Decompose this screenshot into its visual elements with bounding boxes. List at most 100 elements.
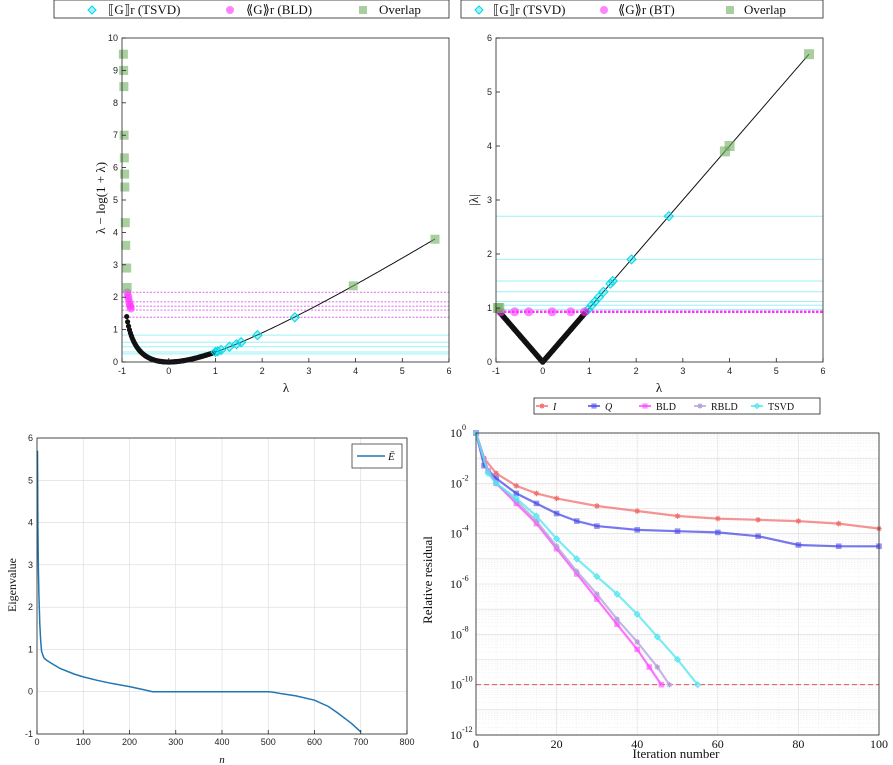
panel-d-point <box>755 517 761 523</box>
panel-d-legend-label: Q <box>605 402 613 413</box>
panel-b-overlap-point <box>724 141 735 151</box>
panel-c-ytick-label: 6 <box>28 433 33 443</box>
panel-a-ylabel: λ − log(1 + λ) <box>93 162 108 234</box>
panel-d-point <box>835 543 842 550</box>
panel-b-xtick-label: 5 <box>774 366 779 376</box>
panel-d-point <box>614 621 620 628</box>
panel-a-ytick-label: 8 <box>113 98 118 108</box>
panel-b-xtick-label: 2 <box>634 366 639 376</box>
panel-d-point <box>715 529 721 536</box>
panel-d-point <box>533 518 540 524</box>
panel-a-overlap-point <box>120 218 130 228</box>
panel-c-ytick-label: 1 <box>28 644 33 654</box>
panel-a-legend-marker <box>87 5 97 15</box>
panel-d-legend-label: RBLD <box>711 402 738 413</box>
panel-d-point <box>614 616 620 623</box>
panel-d-point <box>755 533 761 539</box>
panel-d-ytick-exponent: -4 <box>462 524 469 533</box>
panel-b-legend-label: ⟦G⟧r (TSVD) <box>493 2 565 17</box>
panel-b-xtick-label: -1 <box>492 366 500 376</box>
panel-a-xtick-label: 6 <box>446 366 451 376</box>
panel-a-overlap-point <box>120 182 130 192</box>
panel-a-eigen-point <box>124 313 130 320</box>
panel-b-legend-box <box>460 0 824 19</box>
panel-b-tsvd-point <box>593 291 604 303</box>
panel-d-legend-label: I <box>552 402 557 413</box>
panel-d-point <box>573 518 580 524</box>
panel-d-legend: I Q BLD RBLD TSVD <box>536 402 794 413</box>
panel-a-overlap-point <box>119 153 129 163</box>
panel-d-legend-marker <box>591 403 597 409</box>
panel-a-legend: ⟦G⟧r (TSVD) ⟪G⟫r (BLD) Overlap <box>87 2 421 17</box>
panel-a-tsvd-point <box>210 346 221 358</box>
panel-b-tsvd-point <box>663 210 675 222</box>
panel-c-xlabel: n <box>219 754 225 765</box>
panel-c-xtick-label: 100 <box>76 737 91 747</box>
panel-d-point <box>646 664 653 670</box>
panel-c-ytick-label: 3 <box>28 560 33 570</box>
panel-d-ytick-label: 10 <box>450 476 462 490</box>
panel-d-xtick-label: 80 <box>792 737 804 751</box>
panel-a-legend-entry: ⟪G⟫r (BLD) <box>226 2 312 17</box>
panel-b-ylabel: |λ| <box>466 194 481 206</box>
panel-d-point <box>513 483 520 489</box>
panel-d-ytick-exponent: -12 <box>462 725 473 734</box>
panel-a-ytick-label: 10 <box>108 33 118 43</box>
panel-d-legend-marker <box>697 403 703 409</box>
panel-a-ytick-label: 3 <box>113 260 118 270</box>
panel-a-tsvd-point <box>289 312 301 323</box>
panel-a-legend-label: ⟪G⟫r (BLD) <box>246 2 312 17</box>
panel-a-ytick-label: 5 <box>113 195 118 205</box>
panel-d-point <box>594 503 600 509</box>
panel-d-point <box>532 512 540 520</box>
panel-c-xtick-label: 700 <box>353 737 368 747</box>
panel-c-legend: Ē <box>351 443 403 469</box>
panel-d-point <box>594 596 600 602</box>
panel-d-point <box>674 513 681 519</box>
panel-d-legend-label: TSVD <box>768 402 794 413</box>
panel-a-ytick-label: 2 <box>113 292 118 302</box>
panel-d-point <box>553 495 560 502</box>
panel-d-point <box>493 475 499 482</box>
panel-d-point <box>694 681 702 689</box>
panel-d-legend-marker <box>753 402 761 410</box>
panel-b-ytick-label: 0 <box>487 357 492 367</box>
panel-b-tsvd-point <box>589 296 601 307</box>
panel-b-tsvd-point <box>607 275 618 287</box>
panel-a-overlap-point <box>120 169 130 179</box>
panel-d-ytick-label: 10 <box>450 426 462 440</box>
panel-d-xlabel: Iteration number <box>633 746 721 761</box>
panel-b-ytick-label: 4 <box>487 141 492 151</box>
panel-a-tsvd-point <box>215 344 227 356</box>
panel-c-xtick-label: 200 <box>122 737 137 747</box>
panel-b-overlap-point <box>803 49 814 60</box>
panel-b-ytick-label: 3 <box>487 195 492 205</box>
panel-d-ytick-exponent: -6 <box>462 574 469 583</box>
panel-a-legend-label: Overlap <box>379 2 421 17</box>
panel-d-legend-box <box>533 397 821 415</box>
panel-d-point <box>493 470 499 477</box>
panel-a-xtick-label: 3 <box>306 366 311 376</box>
panel-b: ⟦G⟧r (TSVD) ⟪G⟫r (BT) Overlap -1 0 1 2 3 4 5 6012… <box>460 0 826 395</box>
panel-d-point <box>513 490 520 497</box>
panel-d-point <box>533 490 540 497</box>
panel-b-xtick-label: 0 <box>540 366 545 376</box>
panel-d-legend-entry: I <box>536 402 557 413</box>
panel-c-ytick-label: 5 <box>28 475 33 485</box>
panel-a-overlap-point <box>121 240 131 250</box>
panel-a-legend-entry: Overlap <box>359 2 421 17</box>
panel-d-point <box>553 543 560 550</box>
panel-d-point <box>633 610 641 618</box>
panel-d-ytick-label: 10 <box>450 728 462 742</box>
panel-a-background <box>122 38 449 362</box>
panel-a-ytick-label: 7 <box>113 130 118 140</box>
panel-c-ytick-label: -1 <box>25 729 33 739</box>
panel-b-legend-entry: Overlap <box>726 2 786 17</box>
panel-b-legend-entry: ⟪G⟫r (BT) <box>600 2 675 17</box>
panel-d-series-line <box>474 432 880 530</box>
panel-d-point <box>634 646 640 653</box>
